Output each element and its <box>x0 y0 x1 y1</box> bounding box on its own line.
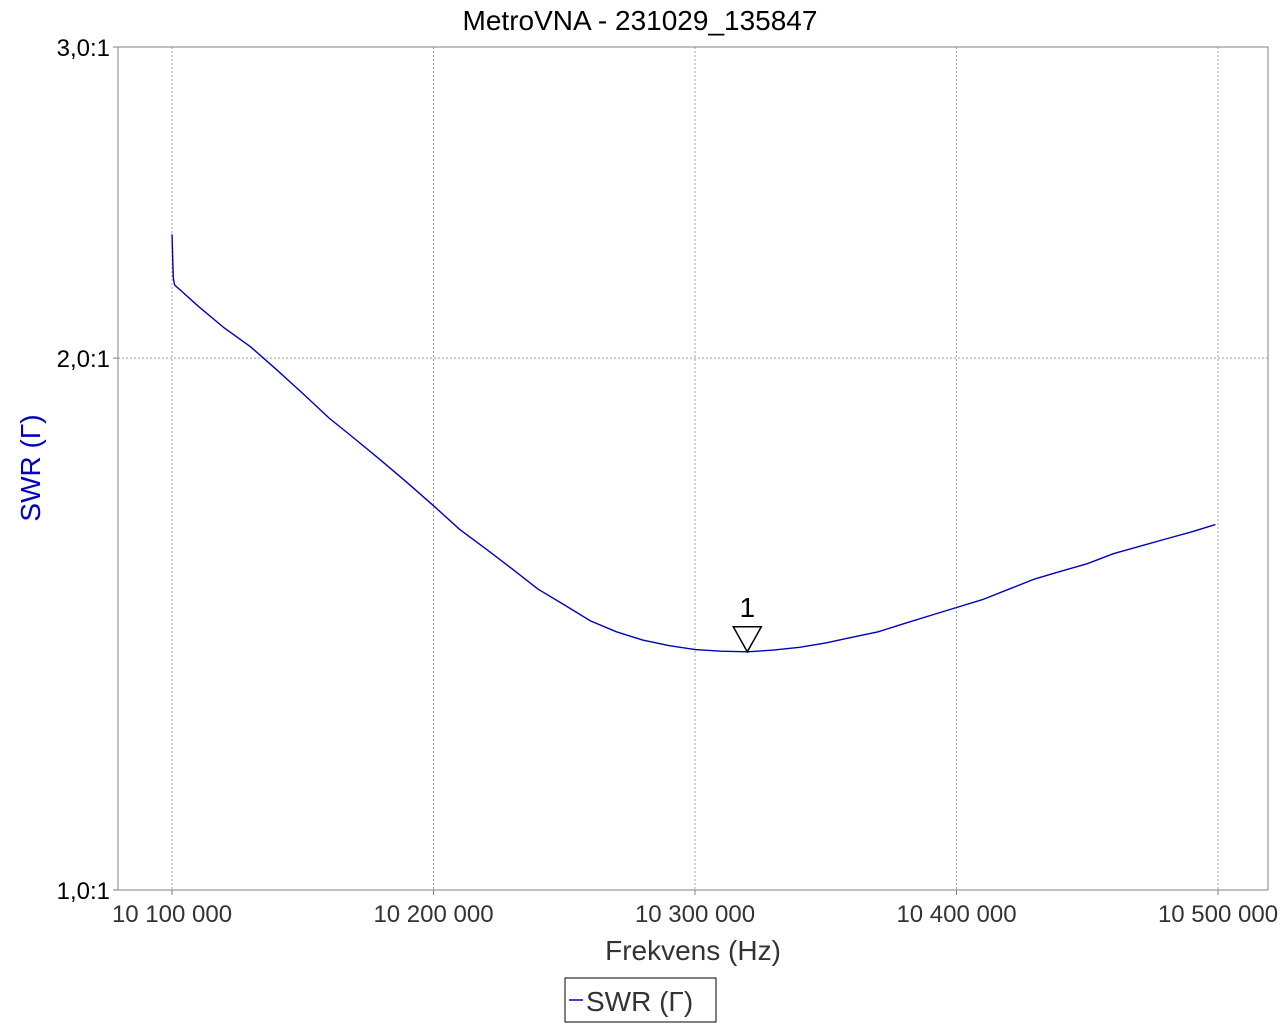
x-tick-label: 10 500 000 <box>1158 901 1278 928</box>
plot-frame <box>117 46 1269 891</box>
markers: 1 <box>732 592 763 654</box>
marker-label: 1 <box>740 592 756 623</box>
legend-label: SWR (Γ) <box>586 986 693 1017</box>
chart-title: MetroVNA - 231029_135847 <box>463 5 818 36</box>
y-tick-label: 2,0:1 <box>57 346 110 373</box>
x-axis-label: Frekvens (Hz) <box>605 935 781 966</box>
x-tick-label: 10 400 000 <box>896 901 1016 928</box>
y-axis: 1,0:1 2,0:1 3,0:1 <box>57 35 118 905</box>
x-tick-label: 10 300 000 <box>635 901 755 928</box>
x-axis: 10 100 000 10 200 000 10 300 000 10 400 000… <box>112 890 1278 928</box>
y-axis-label: SWR (Γ) <box>15 414 46 521</box>
marker-triangle <box>732 626 763 654</box>
grid-lines <box>118 47 1268 890</box>
x-tick-label: 10 100 000 <box>112 901 232 928</box>
y-tick-label: 1,0:1 <box>57 878 110 905</box>
legend: SWR (Γ) <box>564 977 717 1023</box>
x-tick-label: 10 200 000 <box>373 901 493 928</box>
series-line-swr <box>171 234 1216 653</box>
y-tick-label: 3,0:1 <box>57 35 110 62</box>
legend-box <box>564 977 717 1023</box>
